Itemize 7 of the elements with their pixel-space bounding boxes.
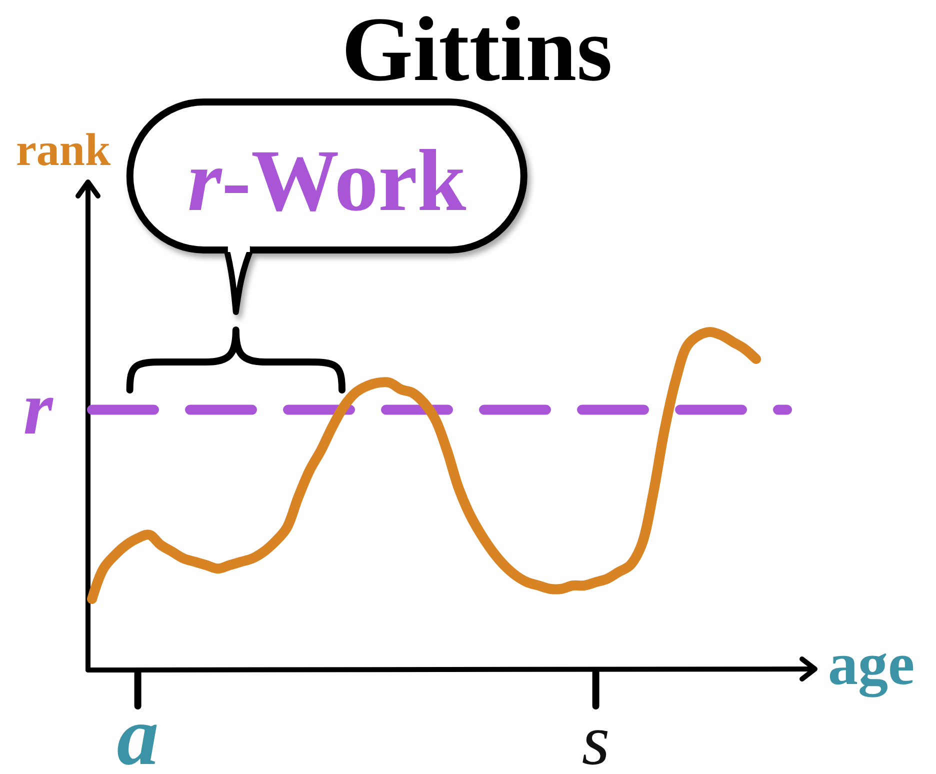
chart-title: Gittins (342, 0, 612, 100)
y-axis-title: rank (16, 124, 111, 175)
x-tick-label: s (582, 700, 610, 774)
x-tick-label: a (116, 690, 159, 774)
x-axis-title: age (828, 631, 915, 698)
ref-line-label: r (23, 366, 54, 451)
text: r-Work (188, 133, 466, 230)
